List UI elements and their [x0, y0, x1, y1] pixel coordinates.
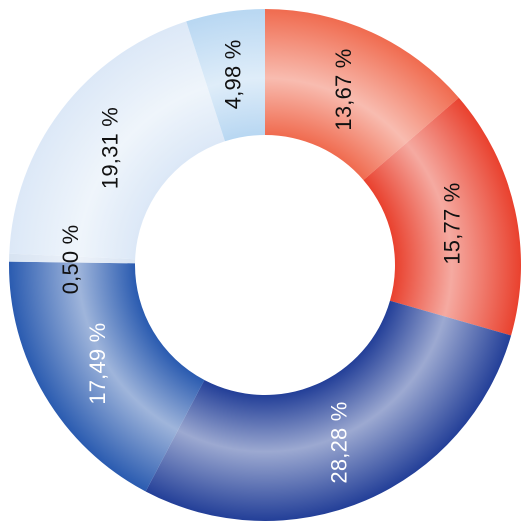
slice-1: [363, 97, 521, 336]
slice-label-4: 0,50 %: [58, 225, 83, 295]
slice-label-1: 15,77 %: [439, 182, 464, 264]
slice-label-5: 19,31 %: [97, 107, 122, 189]
slices-layer: [8, 8, 521, 521]
slice-6: [186, 9, 265, 142]
slice-3: [8, 261, 205, 492]
slice-0: [265, 8, 459, 181]
labels-layer: 13,67 % 15,77 % 28,28 % 17,49 % 0,50 % 19,31 …: [58, 40, 464, 484]
slice-label-2: 28,28 %: [327, 401, 352, 483]
slice-label-0: 13,67 %: [331, 48, 356, 130]
slice-5: [9, 21, 225, 260]
slice-label-6: 4,98 %: [221, 40, 246, 110]
slice-2: [145, 300, 512, 521]
slice-4: [9, 253, 136, 264]
slice-label-3: 17,49 %: [85, 323, 110, 405]
